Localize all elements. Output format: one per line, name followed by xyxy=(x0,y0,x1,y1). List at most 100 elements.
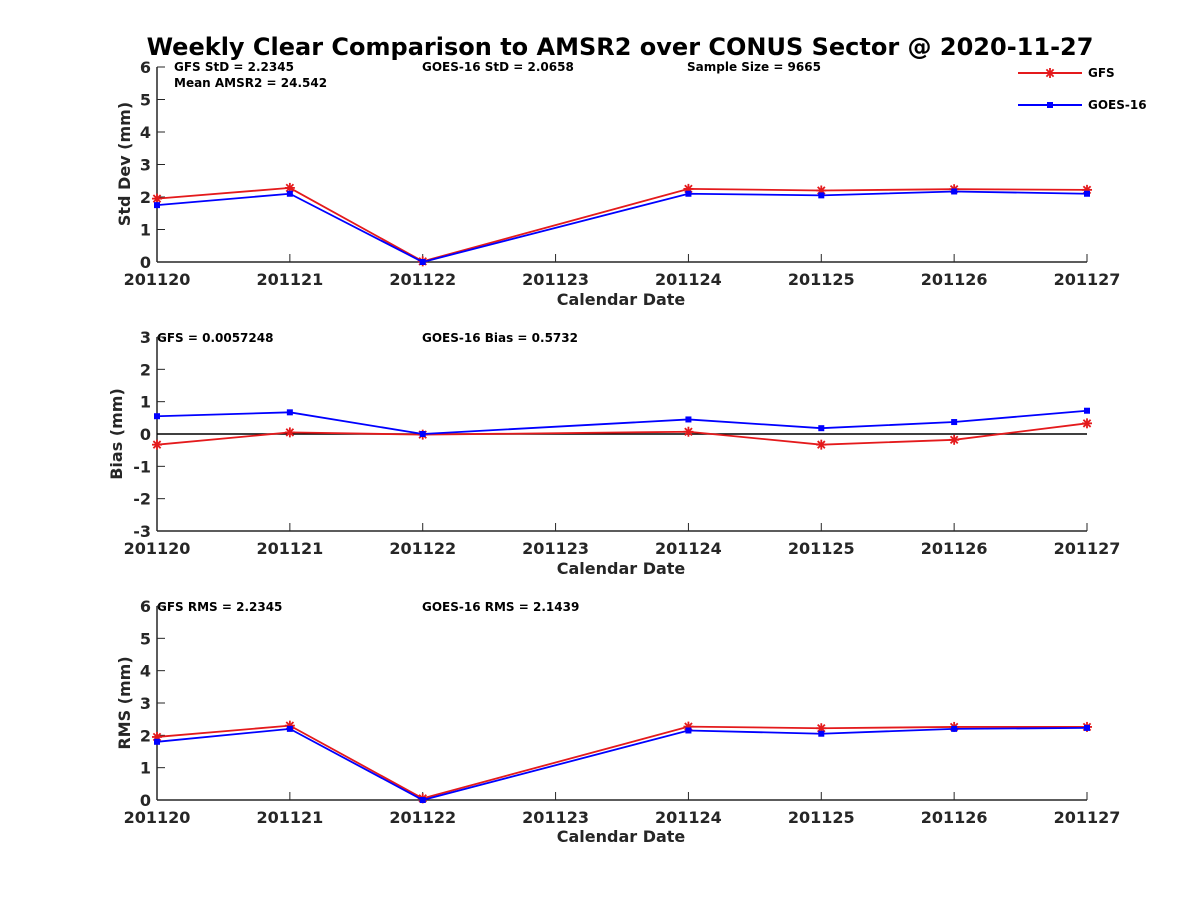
series-line-gfs xyxy=(156,724,1087,800)
x-tick-label: 201124 xyxy=(655,539,722,558)
x-tick-label: 201124 xyxy=(655,808,722,827)
x-tick-label: 201122 xyxy=(389,539,456,558)
y-tick-label: 2 xyxy=(140,726,151,745)
data-point-goes16 xyxy=(951,419,958,426)
data-point-goes16 xyxy=(154,202,160,209)
x-tick-label: 201127 xyxy=(1054,270,1121,289)
x-tick-label: 201126 xyxy=(921,808,988,827)
series-line-goes16 xyxy=(156,409,1088,435)
x-tick-label: 201121 xyxy=(256,808,323,827)
y-tick-label: 1 xyxy=(140,393,151,412)
legend: GFS GOES-16 xyxy=(1018,66,1147,112)
x-tick-label: 201123 xyxy=(522,270,589,289)
x-tick-label: 201121 xyxy=(256,270,323,289)
data-point-goes16 xyxy=(818,730,825,737)
annotation-mean-amsr2: Mean AMSR2 = 24.542 xyxy=(174,76,327,90)
annotation-gfs-bias: GFS = 0.0057248 xyxy=(157,331,273,345)
data-point-goes16 xyxy=(419,431,426,437)
y-tick-label: 5 xyxy=(140,629,151,648)
annotation-sample-size: Sample Size = 9665 xyxy=(687,60,821,74)
x-tick-label: 201125 xyxy=(788,270,855,289)
y-tick-label: 2 xyxy=(140,188,151,207)
x-tick-label: 201121 xyxy=(256,539,323,558)
x-tick-label: 201120 xyxy=(124,270,191,289)
y-tick-label: 0 xyxy=(140,425,151,444)
y-axis-label-bias: Bias (mm) xyxy=(107,388,126,480)
legend-goes16-label: GOES-16 xyxy=(1088,98,1147,112)
x-tick-label: 201122 xyxy=(389,808,456,827)
data-point-goes16 xyxy=(818,425,825,432)
y-tick-label: 4 xyxy=(140,123,151,142)
x-tick-label: 201127 xyxy=(1054,539,1121,558)
legend-gfs-label: GFS xyxy=(1088,66,1115,80)
y-tick-label: -2 xyxy=(133,490,151,509)
data-point-goes16 xyxy=(685,727,692,734)
x-tick-label: 201123 xyxy=(522,808,589,827)
annotation-gfs-std: GFS StD = 2.2345 xyxy=(174,60,294,74)
y-axis-label-std-dev: Std Dev (mm) xyxy=(115,102,134,226)
x-tick-label: 201126 xyxy=(921,539,988,558)
data-point-gfs xyxy=(949,434,960,445)
data-point-gfs xyxy=(284,182,295,193)
x-tick-label: 201127 xyxy=(1054,808,1121,827)
y-tick-label: -1 xyxy=(133,457,151,476)
y-tick-label: 2 xyxy=(140,360,151,379)
annotation-goes16-bias: GOES-16 Bias = 0.5732 xyxy=(422,331,578,345)
annotation-goes16-std: GOES-16 StD = 2.0658 xyxy=(422,60,574,74)
data-point-gfs xyxy=(152,193,162,204)
plot-area-bias: -3 -2 -1 0 1 2 3 201120 201121 201122 201123 201124… xyxy=(124,328,1121,558)
y-tick-label: 3 xyxy=(140,694,151,713)
legend-gfs-marker xyxy=(1045,68,1055,78)
data-point-goes16 xyxy=(1084,190,1090,197)
x-tick-label: 201126 xyxy=(921,270,988,289)
data-point-gfs xyxy=(284,427,295,438)
data-point-goes16 xyxy=(419,797,426,803)
y-tick-label: 3 xyxy=(140,156,151,175)
data-point-goes16 xyxy=(1084,724,1090,731)
y-tick-label: 3 xyxy=(140,328,151,347)
x-tick-label: 201123 xyxy=(522,539,589,558)
y-tick-label: -3 xyxy=(133,522,151,541)
panel-std-dev: GFS StD = 2.2345 GOES-16 StD = 2.0658 Sa… xyxy=(115,58,1120,309)
plot-area-std-dev: 0 1 2 3 4 5 6 201120 201121 201122 201123 201124 201… xyxy=(124,58,1121,289)
data-point-goes16 xyxy=(685,190,692,197)
annotation-goes16-rms: GOES-16 RMS = 2.1439 xyxy=(422,600,579,614)
panel-rms: GFS RMS = 2.2345 GOES-16 RMS = 2.1439 RM… xyxy=(115,597,1120,846)
data-point-goes16 xyxy=(1084,407,1090,414)
data-point-gfs xyxy=(683,426,694,437)
x-axis-label-rms: Calendar Date xyxy=(557,827,686,846)
legend-goes16-marker xyxy=(1047,102,1053,108)
plot-area-rms: 0 1 2 3 4 5 6 201120 201121 201122 201123 201124 201… xyxy=(124,597,1121,827)
data-point-goes16 xyxy=(154,413,160,420)
y-tick-label: 6 xyxy=(140,58,151,77)
y-axis-label-rms: RMS (mm) xyxy=(115,656,134,749)
series-line-goes16 xyxy=(156,726,1088,801)
data-point-goes16 xyxy=(419,259,426,265)
data-point-gfs xyxy=(816,723,827,734)
x-tick-label: 201125 xyxy=(788,808,855,827)
chart-title: Weekly Clear Comparison to AMSR2 over CO… xyxy=(147,33,1094,61)
x-tick-label: 201125 xyxy=(788,539,855,558)
y-tick-label: 0 xyxy=(140,253,151,272)
x-tick-label: 201120 xyxy=(124,539,191,558)
data-point-gfs xyxy=(816,439,827,450)
x-tick-label: 201124 xyxy=(655,270,722,289)
y-tick-label: 1 xyxy=(140,221,151,240)
x-tick-label: 201122 xyxy=(389,270,456,289)
y-tick-label: 1 xyxy=(140,759,151,778)
data-point-goes16 xyxy=(286,190,293,197)
data-point-goes16 xyxy=(286,725,293,732)
y-tick-label: 4 xyxy=(140,662,151,681)
y-tick-label: 0 xyxy=(140,791,151,810)
data-point-gfs xyxy=(152,439,162,450)
data-point-goes16 xyxy=(685,416,692,423)
data-point-goes16 xyxy=(154,738,160,745)
data-point-goes16 xyxy=(818,192,825,199)
data-point-goes16 xyxy=(951,725,958,732)
series-line-gfs xyxy=(156,186,1088,263)
x-axis-label-std-dev: Calendar Date xyxy=(557,290,686,309)
y-tick-label: 5 xyxy=(140,91,151,110)
x-axis-label-bias: Calendar Date xyxy=(557,559,686,578)
data-point-goes16 xyxy=(286,409,293,416)
